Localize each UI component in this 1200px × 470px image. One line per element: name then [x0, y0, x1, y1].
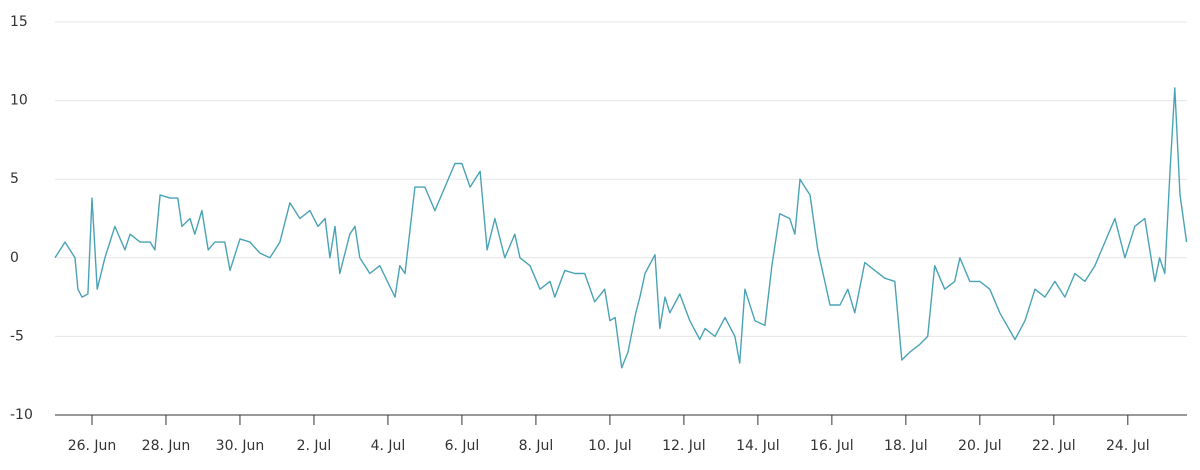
- y-tick-label: 5: [10, 171, 19, 187]
- line: [54, 87, 1188, 369]
- x-tick-label: 22. Jul: [1032, 438, 1076, 454]
- y-tick-label: -10: [10, 407, 33, 423]
- x-tick-label: 14. Jul: [736, 438, 780, 454]
- x-tick-label: 26. Jun: [68, 438, 117, 454]
- x-tick-label: 8. Jul: [519, 438, 554, 454]
- x-tick-label: 2. Jul: [297, 438, 332, 454]
- y-tick-label: 10: [10, 93, 28, 109]
- x-tick-label: 20. Jul: [958, 438, 1002, 454]
- y-tick-label: 0: [10, 250, 19, 266]
- x-tick-label: 16. Jul: [810, 438, 854, 454]
- y-tick-label: -5: [10, 328, 24, 344]
- x-tick-label: 10. Jul: [588, 438, 632, 454]
- x-tick-label: 24. Jul: [1106, 438, 1150, 454]
- x-tick-label: 30. Jun: [216, 438, 265, 454]
- x-tick-label: 12. Jul: [662, 438, 706, 454]
- x-tick-label: 6. Jul: [445, 438, 480, 454]
- x-tick-label: 28. Jun: [142, 438, 191, 454]
- x-tick-label: 18. Jul: [884, 438, 928, 454]
- x-tick-label: 4. Jul: [371, 438, 406, 454]
- y-tick-label: 15: [10, 14, 28, 30]
